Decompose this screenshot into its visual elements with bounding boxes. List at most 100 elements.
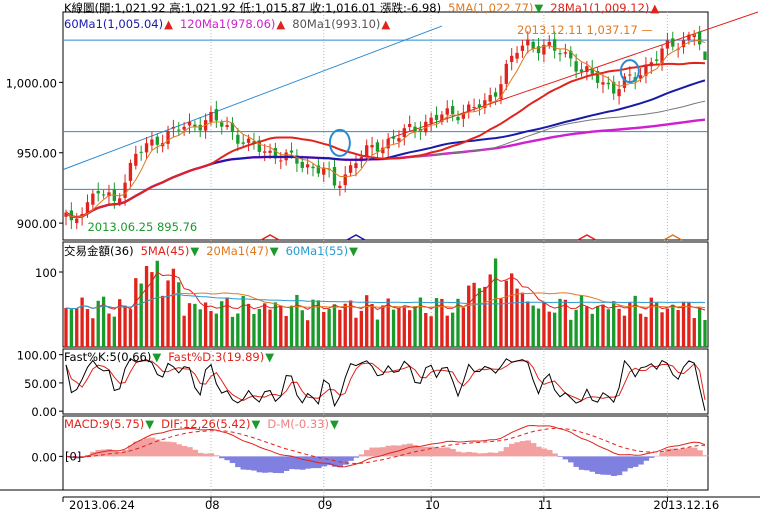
- volume-bar: [177, 282, 181, 347]
- candle-body: [311, 166, 315, 169]
- macd-histogram-bar: [267, 456, 274, 473]
- volume-bar: [434, 298, 439, 347]
- volume-bar: [590, 313, 594, 347]
- candle-body: [365, 145, 369, 158]
- volume-bar: [649, 297, 653, 347]
- price-header-line2-part: ▲: [164, 17, 173, 31]
- volume-bar: [558, 298, 562, 347]
- volume-bar: [493, 258, 498, 347]
- candle-body: [472, 106, 476, 108]
- macd-histogram-bar: [256, 456, 263, 473]
- candle-body: [601, 82, 605, 85]
- volume-bar: [461, 307, 466, 347]
- volume-bar: [542, 302, 546, 347]
- candle-body: [241, 142, 245, 144]
- candle-body: [440, 114, 444, 122]
- macd-histogram-bar: [691, 447, 698, 457]
- candle-body: [268, 150, 272, 153]
- macd-histogram-bar: [304, 456, 311, 469]
- candle-body: [322, 167, 326, 175]
- volume-bar: [241, 295, 245, 347]
- candle-body: [220, 122, 224, 127]
- volume-bar: [198, 309, 202, 347]
- kd-y-tick-label: 0.00: [31, 405, 57, 419]
- kd-panel: [59, 354, 706, 412]
- macd-histogram-bar: [525, 440, 531, 457]
- trend-line-blue: [62, 25, 443, 171]
- volume-bar: [595, 306, 600, 347]
- panel-border: [62, 11, 709, 241]
- candle-body: [177, 129, 181, 131]
- macd-histogram-bar: [100, 449, 107, 457]
- volume-bar: [91, 318, 95, 347]
- x-tick-label: 2013.06.24: [69, 498, 135, 512]
- price-header-line2-part: 60Ma1(1,005.04): [64, 17, 163, 31]
- macd-histogram-bar: [159, 441, 166, 457]
- candle-body: [338, 185, 342, 188]
- macd-histogram-bar: [390, 445, 397, 457]
- macd-histogram-bar: [401, 444, 408, 457]
- candle-body: [520, 45, 525, 51]
- macd-histogram-bar: [423, 446, 429, 457]
- volume-y-tick-label: 100: [35, 266, 57, 280]
- macd-histogram-bar: [449, 448, 456, 457]
- candle-body: [91, 193, 95, 205]
- volume-bar: [381, 305, 385, 347]
- candle-body: [697, 31, 702, 45]
- candle-body: [552, 39, 557, 51]
- macd-histogram-bar: [509, 443, 515, 457]
- volume-bar: [445, 315, 449, 347]
- volume-bar: [338, 309, 342, 347]
- volume-bar: [75, 308, 79, 347]
- volume-bar: [644, 316, 648, 347]
- macd-histogram-bar: [428, 446, 435, 457]
- volume-bar: [499, 298, 503, 347]
- candle-body: [569, 50, 573, 59]
- volume-bar: [354, 317, 358, 347]
- candle-body: [450, 106, 455, 115]
- macd-header-part: D-M(-0.33): [267, 417, 329, 431]
- macd-histogram-bar: [321, 456, 327, 467]
- candle-body: [75, 218, 79, 224]
- macd-histogram-bar: [364, 450, 370, 457]
- volume-bar: [203, 302, 208, 347]
- volume-bar: [144, 266, 149, 347]
- volume-ma-line: [65, 271, 706, 311]
- candle-body: [504, 63, 508, 84]
- macd-histogram-bar: [224, 456, 231, 461]
- candle-body: [407, 123, 412, 127]
- volume-bar: [230, 316, 235, 347]
- volume-bar: [606, 309, 611, 347]
- macd-histogram-bar: [562, 456, 569, 460]
- candle-body: [171, 126, 176, 129]
- kd-y-tick-label: 50.00: [24, 377, 57, 391]
- volume-bar: [697, 307, 702, 347]
- candle-body: [461, 112, 466, 119]
- macd-histogram-bar: [380, 447, 386, 457]
- kd-y-tick-label: 100.00: [17, 349, 57, 363]
- macd-histogram-bar: [208, 453, 215, 457]
- macd-histogram-bar: [261, 456, 268, 473]
- candle-body: [354, 163, 358, 169]
- volume-bar: [332, 304, 337, 347]
- candle-body: [187, 121, 192, 126]
- signal-marker: [260, 234, 280, 241]
- volume-bar: [622, 315, 627, 347]
- macd-histogram-bar: [278, 456, 284, 474]
- fast-d-line: [65, 359, 706, 402]
- volume-bar: [365, 295, 369, 347]
- price-y-tick-label: 950.00: [17, 147, 57, 161]
- volume-bar: [214, 313, 219, 347]
- macd-histogram-bar: [192, 449, 199, 457]
- candle-body: [547, 41, 551, 46]
- volume-bar: [520, 292, 525, 347]
- volume-bar: [547, 311, 551, 347]
- volume-bar: [510, 273, 514, 347]
- candle-body: [515, 52, 519, 59]
- volume-header-part: 60Ma1(55): [286, 244, 349, 258]
- volume-bar: [413, 306, 417, 347]
- candle-body: [531, 41, 535, 49]
- volume-bar: [676, 310, 680, 347]
- candle-body: [263, 151, 267, 153]
- macd-histogram-bar: [181, 446, 188, 457]
